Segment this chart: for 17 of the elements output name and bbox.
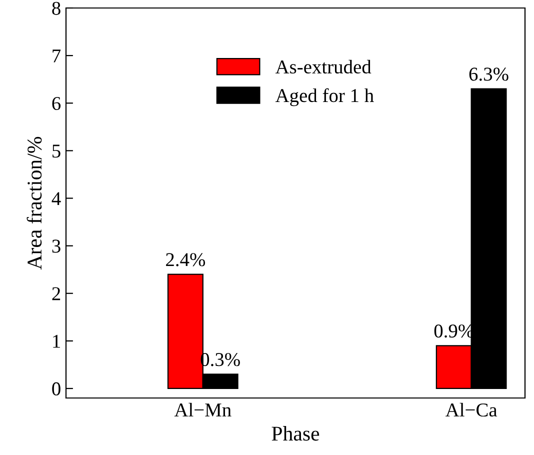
y-tick-label: 6 bbox=[52, 96, 61, 110]
y-tick-label: 1 bbox=[53, 334, 60, 348]
y-tick-label: 5 bbox=[52, 144, 60, 158]
legend-label: As-extruded bbox=[275, 60, 372, 74]
y-tick-label: 4 bbox=[52, 192, 61, 205]
legend-label: Aged for 1 h bbox=[275, 88, 374, 106]
x-axis-title: Phase bbox=[272, 426, 320, 441]
y-tick-label: 8 bbox=[52, 2, 60, 15]
data-label: 6.3% bbox=[469, 68, 508, 81]
x-tick-label: Al−Mn bbox=[174, 402, 232, 416]
y-tick-label: 0 bbox=[52, 382, 60, 396]
y-tick-label: 7 bbox=[52, 50, 61, 62]
y-tick-label: 3 bbox=[52, 240, 60, 253]
x-tick-label: Al−Ca bbox=[446, 402, 498, 417]
y-axis-title: Area fraction/% bbox=[26, 136, 42, 270]
y-tick-label: 2 bbox=[52, 287, 60, 300]
data-label: 2.4% bbox=[166, 253, 206, 266]
